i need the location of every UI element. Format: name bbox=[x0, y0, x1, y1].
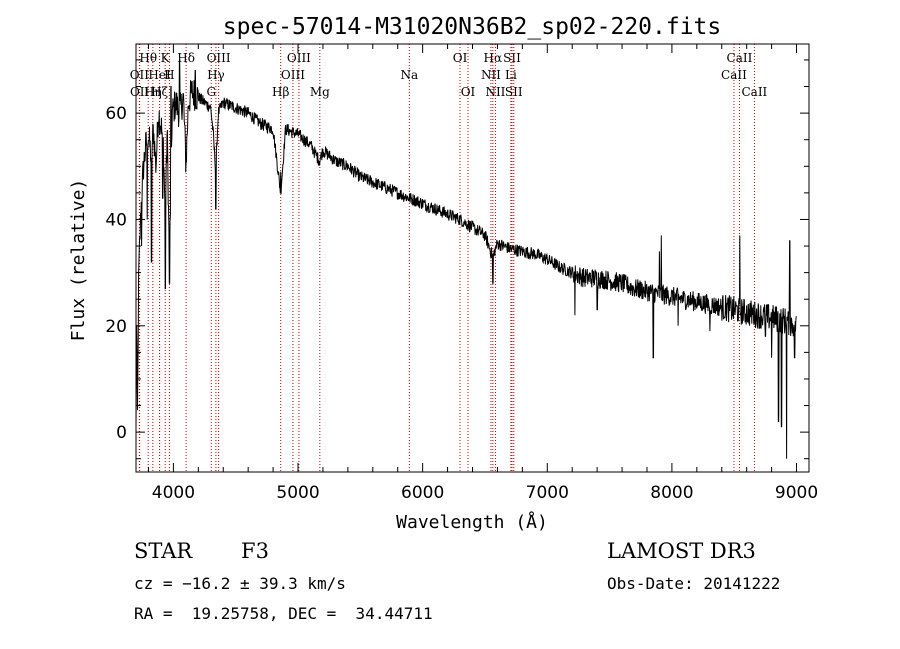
y-tick-label: 0 bbox=[116, 423, 127, 443]
line-marker-label: OIII bbox=[281, 68, 305, 82]
line-marker-label: K bbox=[161, 51, 171, 65]
line-marker-label: Hζ bbox=[151, 85, 168, 99]
line-marker-label: Hη bbox=[144, 85, 162, 99]
line-marker-label: OIII bbox=[207, 51, 231, 65]
x-tick-label: 9000 bbox=[775, 483, 818, 503]
redshift-cz: cz = −16.2 ± 39.3 km/s bbox=[134, 574, 346, 593]
object-class: STAR bbox=[134, 539, 193, 563]
line-marker-label: Hδ bbox=[177, 51, 195, 65]
line-marker-label: CaII bbox=[727, 51, 753, 65]
line-marker-label: Hα bbox=[484, 51, 503, 65]
line-marker-label: CaII bbox=[741, 85, 767, 99]
line-marker-label: OI bbox=[453, 51, 468, 65]
line-marker-label: G bbox=[206, 85, 216, 99]
chart-title: spec-57014-M31020N36B2_sp02-220.fits bbox=[223, 14, 722, 40]
axis-ticks: 4000 5000 6000 7000 8000 9000 0 20 40 60 bbox=[105, 44, 818, 503]
line-marker-label: OI bbox=[461, 85, 476, 99]
line-marker-label: SII bbox=[503, 51, 521, 65]
x-axis-label: Wavelength (Å) bbox=[396, 511, 548, 533]
line-marker-label: SII bbox=[505, 85, 523, 99]
y-tick-label: 60 bbox=[105, 104, 127, 124]
object-subclass: F3 bbox=[241, 539, 269, 563]
line-marker-label: H bbox=[164, 68, 174, 82]
line-marker-label: Hγ bbox=[207, 68, 225, 82]
observation-date: Obs-Date: 20141222 bbox=[607, 574, 781, 593]
x-tick-label: 8000 bbox=[650, 483, 693, 503]
line-marker-label: Hθ bbox=[139, 51, 157, 65]
line-marker-label: Hβ bbox=[272, 85, 289, 99]
line-marker-label: OII bbox=[130, 85, 150, 99]
x-tick-label: 6000 bbox=[401, 483, 444, 503]
survey-name: LAMOST DR3 bbox=[607, 539, 756, 563]
line-marker-label: NII bbox=[481, 68, 501, 82]
line-marker-label: OIII bbox=[287, 51, 311, 65]
y-tick-label: 40 bbox=[105, 210, 127, 230]
line-marker-label: Na bbox=[400, 68, 418, 82]
x-tick-label: 5000 bbox=[276, 483, 319, 503]
y-tick-label: 20 bbox=[105, 317, 127, 337]
y-axis-label: Flux (relative) bbox=[68, 179, 89, 342]
coordinates: RA = 19.25758, DEC = 34.44711 bbox=[134, 604, 433, 623]
x-tick-label: 4000 bbox=[152, 483, 195, 503]
line-marker-label: Li bbox=[505, 68, 517, 82]
x-tick-label: 7000 bbox=[526, 483, 569, 503]
spectrum-line bbox=[135, 59, 797, 459]
line-marker-label: Mg bbox=[310, 85, 330, 99]
line-marker-label: CaII bbox=[721, 68, 747, 82]
line-marker-label: NII bbox=[485, 85, 505, 99]
